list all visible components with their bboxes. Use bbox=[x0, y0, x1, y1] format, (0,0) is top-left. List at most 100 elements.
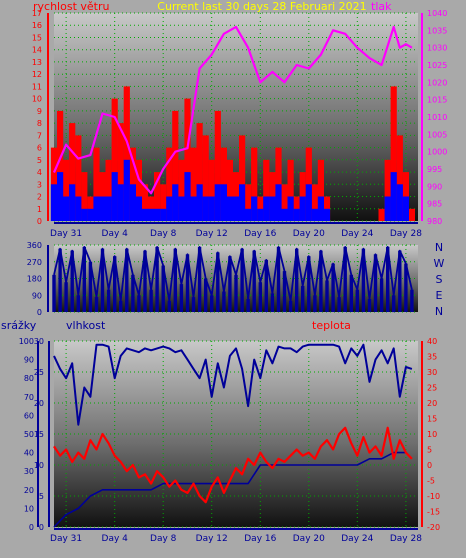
direction-bar bbox=[295, 248, 299, 312]
wind-speed-bar bbox=[317, 159, 324, 221]
direction-bar bbox=[246, 299, 250, 312]
gust-bar bbox=[245, 208, 252, 221]
pressure-tick-label: 1010 bbox=[427, 113, 447, 122]
gust-bar bbox=[202, 196, 209, 221]
direction-axis: 0 90 180 270 360 bbox=[27, 241, 49, 317]
gust-bar bbox=[214, 184, 221, 221]
direction-bar bbox=[282, 271, 287, 312]
gust-bar bbox=[123, 159, 130, 221]
wind-speed-bar bbox=[293, 196, 300, 221]
wind-tick-label: 6 bbox=[37, 144, 42, 153]
x-tick-label: Day 31 bbox=[50, 534, 82, 544]
humidity-tick-label: 30 bbox=[24, 467, 34, 476]
direction-bar bbox=[64, 282, 68, 312]
direction-bar bbox=[76, 295, 80, 313]
precip-axis-title: srážky bbox=[1, 319, 37, 332]
direction-bar bbox=[155, 246, 159, 312]
direction-bar bbox=[119, 300, 123, 312]
temperature-line bbox=[53, 426, 413, 504]
direction-bar bbox=[301, 285, 305, 312]
gust-bar bbox=[293, 208, 300, 221]
humidity-tick-label: 80 bbox=[24, 374, 34, 383]
wind-plot-series bbox=[50, 25, 415, 222]
humidity-axis: 0 10 20 30 40 50 60 70 80 90 100 bbox=[19, 337, 39, 532]
wind-tick-label: 2 bbox=[37, 193, 42, 202]
direction-bar bbox=[197, 246, 202, 312]
temperature-tick-label: -5 bbox=[427, 477, 435, 486]
gust-bar bbox=[81, 208, 88, 221]
temperature-axis: 40 35 30 25 20 15 10 5 0 -5 -10 -15 -20 bbox=[421, 337, 440, 532]
gust-bar bbox=[269, 196, 276, 221]
wind-speed-bar bbox=[257, 196, 264, 221]
direction-bar bbox=[361, 248, 366, 312]
wind-speed-bar bbox=[384, 159, 391, 221]
gust-bar bbox=[69, 184, 76, 221]
gust-bar bbox=[63, 196, 70, 221]
humidity-line bbox=[53, 343, 413, 426]
precip-line bbox=[53, 451, 406, 528]
wind-speed-bar bbox=[287, 159, 294, 221]
direction-bar bbox=[337, 297, 341, 312]
wind-speed-bar bbox=[178, 159, 185, 221]
wind-tick-label: 1 bbox=[37, 205, 42, 214]
precip-tick-label: 5 bbox=[39, 492, 44, 501]
wind-speed-bar bbox=[57, 110, 64, 221]
temperature-tick-label: 10 bbox=[427, 430, 437, 439]
precip-axis: 051015202530 bbox=[34, 337, 50, 532]
direction-bar bbox=[125, 248, 129, 312]
direction-bar bbox=[82, 246, 86, 312]
temperature-tick-label: 25 bbox=[427, 384, 437, 393]
x-tick-label: Day 8 bbox=[150, 534, 177, 544]
gust-bar bbox=[396, 184, 403, 221]
humidity-tick-label: 40 bbox=[24, 449, 34, 458]
gust-bar bbox=[220, 184, 227, 221]
humidity-tick-label: 10 bbox=[24, 504, 34, 513]
direction-bar bbox=[325, 280, 329, 312]
direction-bar bbox=[106, 289, 111, 312]
gust-bar bbox=[232, 196, 240, 221]
wind-speed-bar bbox=[311, 184, 318, 221]
direction-bar bbox=[149, 289, 153, 312]
temperature-tick-label: 0 bbox=[427, 461, 432, 470]
direction-bar bbox=[270, 293, 275, 312]
direction-bar bbox=[88, 261, 93, 313]
direction-bar bbox=[373, 254, 378, 312]
wind-speed-bar bbox=[251, 147, 258, 221]
pressure-tick-label: 1025 bbox=[427, 61, 447, 70]
direction-bar bbox=[392, 295, 396, 313]
gust-bar bbox=[160, 208, 167, 221]
wind-speed-bar bbox=[148, 196, 155, 221]
pressure-tick-label: 1015 bbox=[427, 96, 447, 105]
pressure-tick-label: 990 bbox=[427, 182, 442, 191]
wind-tick-label: 14 bbox=[32, 46, 42, 55]
gust-bar bbox=[105, 196, 112, 221]
pressure-tick-label: 1020 bbox=[427, 78, 447, 87]
wind-speed-bar bbox=[396, 135, 403, 221]
gust-bar bbox=[111, 172, 118, 221]
direction-bar bbox=[343, 246, 347, 312]
direction-bar bbox=[355, 289, 359, 312]
temperature-axis-title: teplota bbox=[312, 319, 351, 332]
direction-bar bbox=[137, 295, 141, 313]
humidity-plot-series bbox=[53, 343, 413, 528]
wind-tick-label: 16 bbox=[32, 21, 42, 30]
temperature-tick-label: 35 bbox=[427, 353, 437, 362]
humidity-x-axis: Day 31 Day 4 Day 8 Day 12 Day 16 Day 20 Day 24… bbox=[50, 528, 422, 544]
x-tick-label: Day 31 bbox=[50, 229, 82, 239]
wind-speed-bar bbox=[226, 159, 233, 221]
temperature-tick-label: 40 bbox=[427, 337, 437, 346]
gust-bar bbox=[402, 196, 409, 221]
direction-tick-label: 360 bbox=[27, 241, 42, 250]
direction-bar bbox=[331, 263, 335, 312]
wind-speed-bar bbox=[75, 135, 82, 221]
gust-bar bbox=[50, 184, 58, 221]
wind-speed-bar bbox=[208, 159, 215, 221]
gust-bar bbox=[184, 172, 191, 221]
wind-speed-bar bbox=[263, 159, 270, 221]
direction-bar bbox=[70, 250, 74, 312]
gust-bar bbox=[208, 196, 215, 221]
direction-bar bbox=[313, 295, 317, 313]
chart-caption: Current last 30 days 28 Februari 2021 bbox=[157, 0, 366, 13]
wind-speed-bar bbox=[135, 159, 142, 221]
